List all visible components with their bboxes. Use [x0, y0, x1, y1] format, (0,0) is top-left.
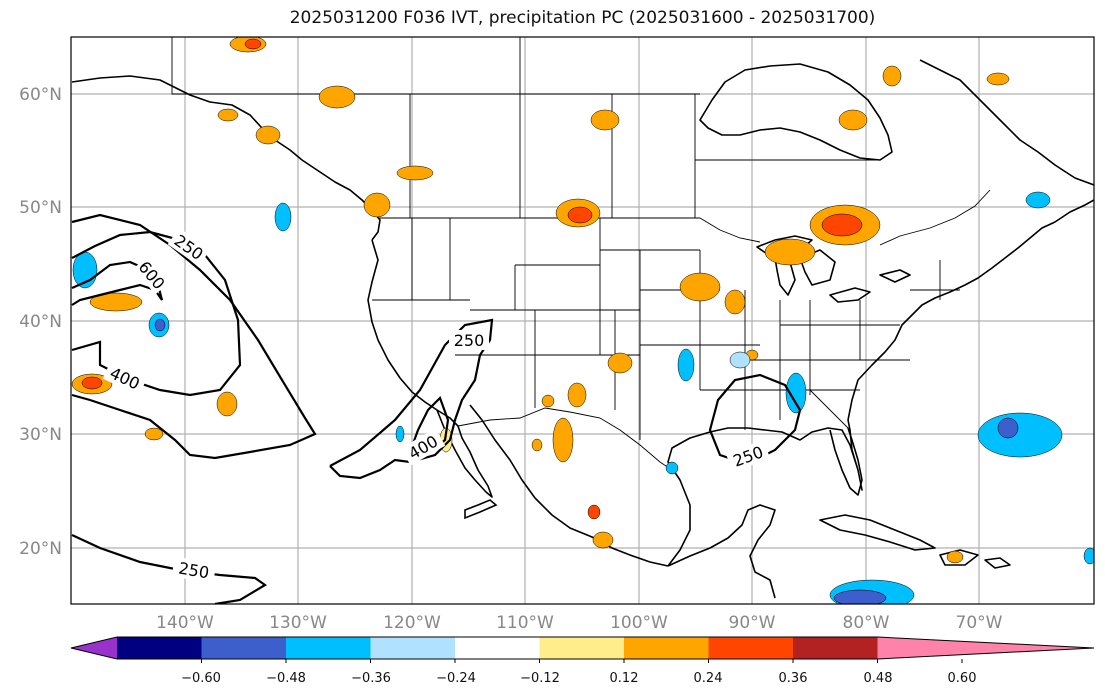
colorbar-tick-label: 0.60 [948, 671, 977, 686]
colorbar [70, 636, 1095, 663]
colorbar-tick-label: −0.12 [520, 671, 560, 686]
colorbar-block [455, 637, 540, 659]
colorbar-tick-label: −0.36 [351, 671, 391, 686]
coastlines [71, 59, 1094, 599]
lon-label: 90°W [729, 613, 776, 633]
precip-shading [71, 37, 1094, 604]
colorbar-block [708, 637, 794, 659]
colorbar-tick-label: −0.48 [266, 671, 306, 686]
lon-label: 80°W [843, 613, 890, 633]
lat-label: 20°N [19, 539, 62, 559]
lon-label: 100°W [610, 613, 668, 633]
ivt-contour-250-west [329, 318, 494, 480]
colorbar-block [286, 637, 371, 659]
colorbar-block [201, 637, 287, 659]
colorbar-tick-label: 0.24 [694, 671, 723, 686]
lon-label: 140°W [156, 613, 214, 633]
lat-label: 40°N [19, 312, 62, 332]
lat-labels: 60°N 50°N 40°N 30°N 20°N [19, 85, 62, 559]
lon-label: 110°W [496, 613, 554, 633]
ivt-contour-250-sw [71, 534, 268, 604]
lon-label: 130°W [269, 613, 327, 633]
colorbar-tick-label: −0.24 [436, 671, 476, 686]
colorbar-extend-low [71, 637, 117, 659]
colorbar-tick-label: 0.48 [864, 671, 893, 686]
lat-label: 50°N [19, 198, 62, 218]
colorbar-extend-high [877, 637, 1094, 659]
colorbar-block [117, 637, 202, 659]
colorbar-block [793, 637, 878, 659]
lon-labels: 140°W 130°W 120°W 110°W 100°W 90°W 80°W … [156, 613, 1003, 633]
lat-label: 60°N [19, 85, 62, 105]
colorbar-block [539, 637, 625, 659]
borders [171, 37, 991, 471]
colorbar-block [624, 637, 709, 659]
colorbar-tick-label: 0.36 [779, 671, 808, 686]
colorbar-outline [70, 636, 1095, 660]
lon-label: 120°W [383, 613, 441, 633]
colorbar-block [370, 637, 456, 659]
ivt-label: 250 [454, 331, 485, 350]
colorbar-tick-label: −0.60 [181, 671, 221, 686]
colorbar-ticks: −0.60 −0.48 −0.36 −0.24 −0.12 0.12 0.24 … [181, 671, 976, 686]
map-title: 2025031200 F036 IVT, precipitation PC (2… [289, 8, 876, 28]
ivt-contour-600-pacific [71, 260, 164, 306]
colorbar-tick-label: 0.12 [610, 671, 639, 686]
lat-label: 30°N [19, 425, 62, 445]
map-frame [70, 36, 1095, 605]
lon-label: 70°W [956, 613, 1003, 633]
